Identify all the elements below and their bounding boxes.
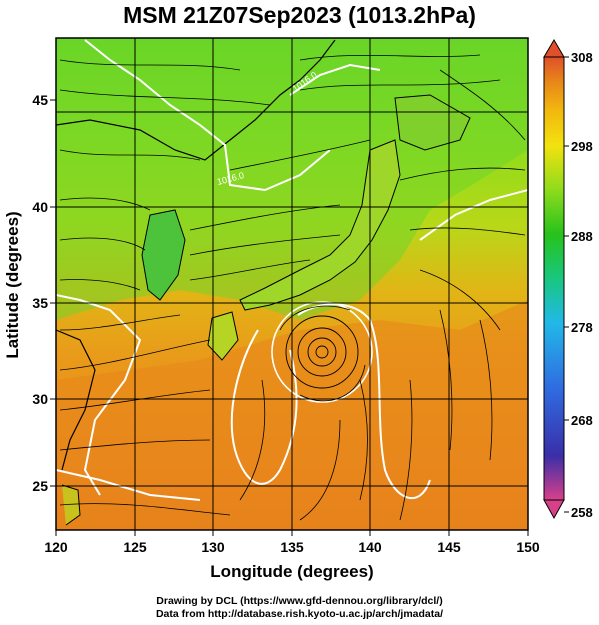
y-tick-label: 35 (32, 295, 48, 311)
typhoon-circulation (271, 301, 373, 403)
chart-title: MSM 21Z07Sep2023 (1013.2hPa) (123, 2, 476, 28)
credit-data: Data from http://database.rish.kyoto-u.a… (155, 608, 444, 620)
colorbar-tick-label: 298 (571, 139, 593, 154)
x-tick-label: 125 (123, 539, 147, 555)
y-tick-label: 25 (32, 478, 48, 494)
x-tick-label: 145 (437, 539, 461, 555)
x-tick-label: 135 (280, 539, 304, 555)
grid-lines (56, 38, 528, 530)
colorbar-tick-label: 258 (571, 505, 593, 520)
x-tick-label: 120 (44, 539, 68, 555)
x-tick-label: 140 (358, 539, 382, 555)
x-axis: 120 125 130 135 140 145 150 Longitude (d… (44, 530, 540, 581)
colorbar-tick-label: 288 (571, 229, 593, 244)
y-tick-label: 40 (32, 199, 48, 215)
x-axis-label: Longitude (degrees) (210, 562, 373, 581)
colorbar-tick-label: 268 (571, 413, 593, 428)
y-axis: 25 30 35 40 45 Latitude (degrees) (3, 92, 56, 494)
streamlines (59, 54, 526, 521)
temperature-field: 1016.0 1016.0 (56, 38, 528, 530)
colorbar-tick-label: 308 (571, 50, 593, 65)
x-tick-label: 150 (516, 539, 540, 555)
y-axis-label: Latitude (degrees) (3, 211, 22, 358)
y-tick-label: 30 (32, 391, 48, 407)
y-tick-label: 45 (32, 92, 48, 108)
colorbar-tick-label: 278 (571, 320, 593, 335)
credit-drawing: Drawing by DCL (https://www.gfd-dennou.o… (156, 595, 443, 607)
x-tick-label: 130 (201, 539, 225, 555)
colorbar: 308 298 288 278 268 258 (543, 39, 593, 520)
